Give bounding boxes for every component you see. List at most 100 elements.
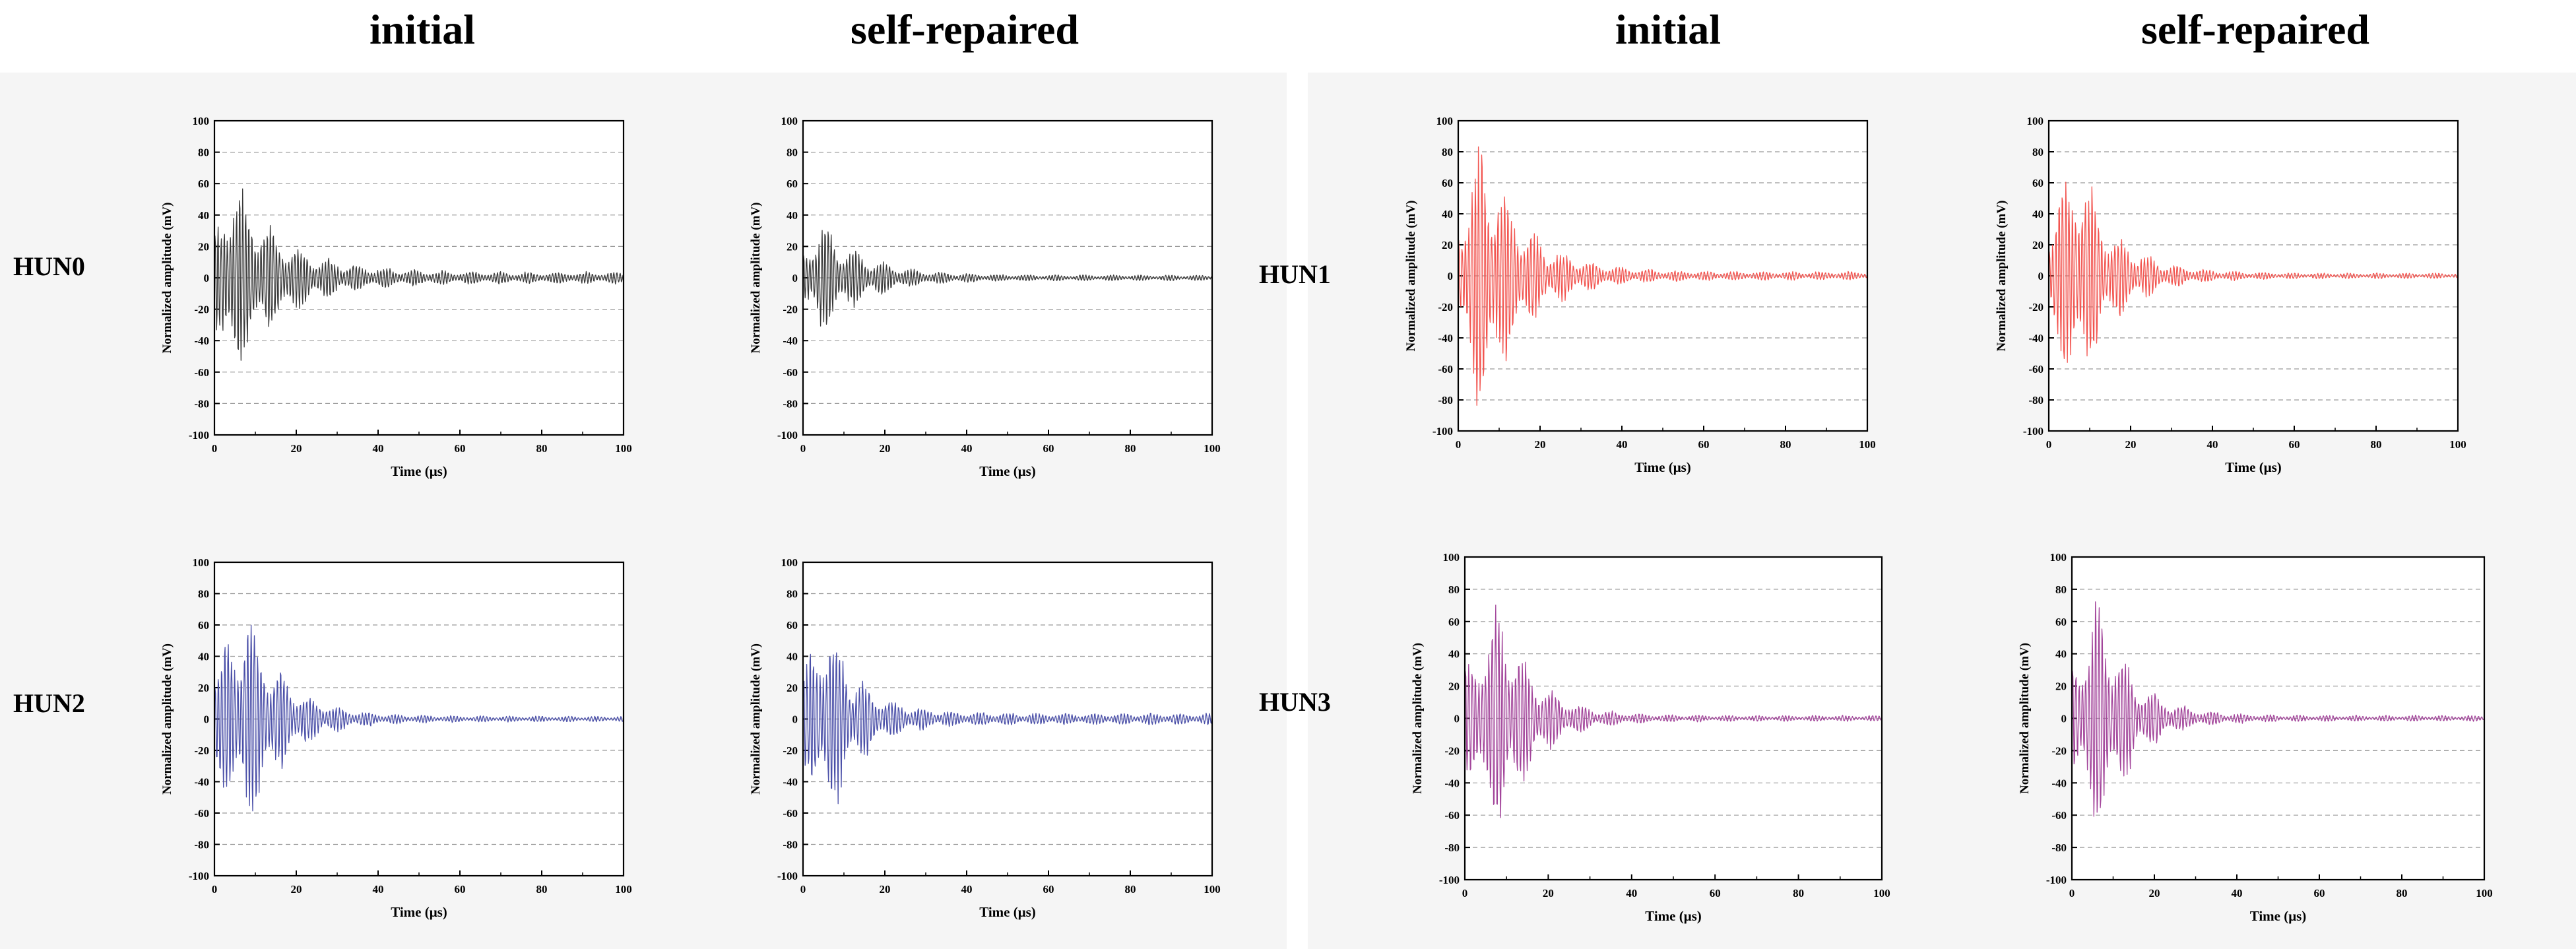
plot-frame — [802, 119, 1213, 436]
y-tick-label: -100 — [1433, 425, 1453, 438]
x-tick-label: 0 — [212, 442, 218, 455]
y-tick-label: -40 — [783, 335, 798, 347]
chart-hun2-initial: -100 -80 -60 -40 -20 0 20 40 60 80 100 0 20 40 60 80 100… — [160, 556, 632, 920]
row-label-hun0: HUN0 — [13, 251, 85, 281]
series-line-hun2 — [214, 624, 624, 812]
y-tick-label: 60 — [2032, 177, 2044, 189]
x-tick-label: 40 — [2207, 438, 2218, 451]
y-tick-label: 80 — [198, 588, 209, 601]
y-tick-label: 40 — [198, 651, 209, 663]
y-tick-label: 20 — [198, 240, 209, 253]
y-tick-label: 40 — [2055, 648, 2067, 661]
column-header-self-repaired-right: self-repaired — [2141, 6, 2369, 53]
y-tick-label: 20 — [787, 682, 798, 694]
series-line-hun1 — [1458, 146, 1868, 406]
y-tick-label: 80 — [787, 588, 798, 601]
y-tick-label: 0 — [792, 272, 798, 284]
y-tick-label: 60 — [198, 619, 209, 632]
x-tick-label: 0 — [2069, 887, 2075, 900]
y-tick-label: -60 — [1444, 809, 1460, 822]
y-axis-label: Normalized amplitude (mV) — [1404, 200, 1418, 351]
plot-frame — [2047, 119, 2459, 432]
column-header-initial-left: initial — [369, 6, 476, 53]
x-tick-label: 100 — [1204, 883, 1221, 896]
x-tick-label: 100 — [615, 883, 632, 896]
y-tick-label: 80 — [198, 147, 209, 159]
y-tick-label: -80 — [783, 839, 798, 851]
y-tick-label: -20 — [1438, 301, 1453, 313]
x-tick-label: 0 — [212, 883, 218, 896]
plot-frame — [213, 561, 625, 877]
y-tick-label: 40 — [787, 651, 798, 663]
x-tick-label: 80 — [536, 883, 548, 896]
y-axis-label: Normalized amplitude (mV) — [160, 643, 174, 795]
y-tick-label: -20 — [783, 744, 798, 757]
x-tick-label: 60 — [1043, 442, 1054, 455]
y-tick-label: -20 — [194, 744, 209, 757]
x-tick-label: 40 — [2232, 887, 2243, 900]
x-tick-label: 100 — [1204, 442, 1221, 455]
chart-hun0-initial: -100 -80 -60 -40 -20 0 20 40 60 80 100 0 20 40 60 80 100… — [160, 115, 632, 479]
x-tick-label: 20 — [2149, 887, 2160, 900]
y-tick-label: 100 — [781, 115, 798, 127]
y-tick-label: 0 — [2061, 713, 2067, 725]
x-tick-label: 80 — [1125, 442, 1136, 455]
x-tick-label: 100 — [2449, 438, 2466, 451]
x-tick-label: 0 — [2046, 438, 2052, 451]
y-tick-label: -40 — [194, 335, 209, 347]
x-tick-label: 0 — [1456, 438, 1462, 451]
y-tick-label: -20 — [783, 304, 798, 316]
x-axis-label: Time (μs) — [2225, 459, 2282, 475]
plot-frame — [1457, 119, 1869, 432]
y-axis-label: Normalized amplitude (mV) — [1411, 643, 1425, 794]
x-tick-label: 80 — [1125, 883, 1136, 896]
x-tick-label: 60 — [1698, 438, 1710, 451]
y-tick-label: -100 — [2023, 425, 2044, 438]
y-tick-label: 100 — [2027, 115, 2044, 127]
plot-frame — [802, 561, 1213, 877]
x-tick-label: 60 — [2289, 438, 2300, 451]
series-line-hun0 — [802, 230, 1213, 327]
y-tick-label: 100 — [193, 556, 210, 569]
x-tick-label: 20 — [291, 442, 302, 455]
y-tick-label: 40 — [1442, 208, 1453, 220]
y-tick-label: 0 — [1448, 270, 1454, 282]
y-tick-label: 40 — [2032, 208, 2044, 220]
y-tick-label: -100 — [1439, 874, 1460, 886]
x-tick-label: 80 — [2397, 887, 2408, 900]
x-axis-label: Time (μs) — [1645, 908, 1702, 924]
x-tick-label: 20 — [1535, 438, 1546, 451]
y-tick-label: -80 — [1438, 394, 1453, 407]
y-tick-label: -100 — [777, 870, 798, 882]
y-tick-label: -40 — [2051, 777, 2067, 789]
x-tick-label: 20 — [880, 883, 891, 896]
y-axis-label: Normalized amplitude (mV) — [2018, 643, 2032, 794]
y-tick-label: 0 — [204, 713, 210, 726]
y-tick-label: 100 — [2050, 551, 2067, 564]
y-tick-label: 80 — [1442, 146, 1453, 158]
x-tick-label: 40 — [373, 883, 384, 896]
y-tick-label: -60 — [783, 366, 798, 379]
y-tick-label: -60 — [1438, 363, 1453, 376]
x-tick-label: 20 — [880, 442, 891, 455]
x-tick-label: 60 — [455, 442, 466, 455]
y-tick-label: 0 — [2038, 270, 2044, 282]
y-tick-label: 80 — [2055, 583, 2067, 596]
series-line-hun0 — [214, 188, 624, 361]
y-tick-label: -80 — [2051, 841, 2067, 854]
y-tick-label: 100 — [1436, 115, 1454, 127]
x-axis-label: Time (μs) — [979, 904, 1036, 920]
x-tick-label: 60 — [455, 883, 466, 896]
y-tick-label: 40 — [198, 209, 209, 222]
column-header-self-repaired-left: self-repaired — [851, 6, 1079, 53]
y-tick-label: -20 — [2051, 744, 2067, 757]
x-tick-label: 80 — [536, 442, 548, 455]
y-tick-label: 20 — [1448, 680, 1460, 693]
y-tick-label: -100 — [189, 870, 209, 882]
y-axis-label: Normalized amplitude (mV) — [1995, 200, 2009, 351]
y-tick-label: -20 — [2028, 301, 2044, 313]
y-tick-label: -60 — [194, 366, 209, 379]
row-label-hun1: HUN1 — [1259, 259, 1331, 289]
series-line-hun3 — [1464, 605, 1883, 818]
y-tick-label: 100 — [1443, 551, 1460, 564]
